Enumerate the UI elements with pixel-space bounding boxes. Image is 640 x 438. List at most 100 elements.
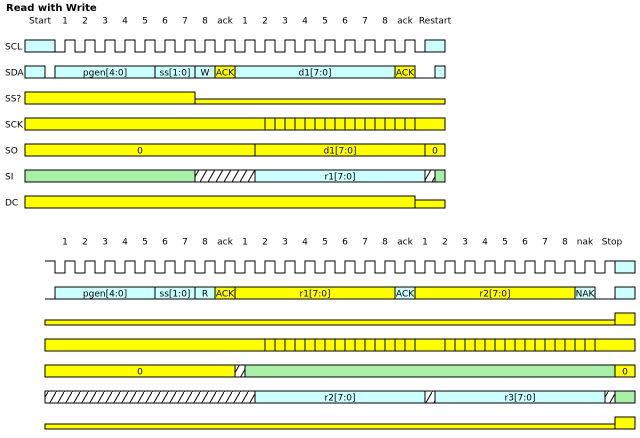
segment-label: r2[7:0] [480,290,511,300]
bit-label: 1 [242,17,248,27]
bit-label: Start [29,17,51,27]
bit-label: 7 [182,238,188,248]
segment-label: 0 [432,147,438,157]
bit-label: 4 [302,17,308,27]
signal-segment [244,364,616,378]
segment-label: r1[7:0] [325,173,356,183]
signal-name: SO [5,147,18,157]
bit-label: 2 [262,238,268,248]
bit-label: 2 [262,17,268,27]
segment-label: d1[7:0] [324,147,357,157]
bit-label: 2 [82,17,88,27]
waveform [25,117,445,131]
signal-segment [424,39,446,53]
bit-label: 6 [342,238,348,248]
segment-label: ACK [216,69,235,79]
signal-segment [614,390,636,404]
bit-label: 8 [382,17,388,27]
bit-label: 7 [182,17,188,27]
bit-label: 6 [162,238,168,248]
bit-label: 4 [122,17,128,27]
segment-label: r3[7:0] [505,394,536,404]
bit-label: 8 [562,238,568,248]
bit-label: ack [217,238,233,248]
signal-segment [234,364,246,378]
bit-label: 4 [302,238,308,248]
bit-label: 2 [82,238,88,248]
signal-segment [24,39,56,53]
signal-segment [604,390,616,404]
bit-label: ack [217,17,233,27]
signal-segment [614,312,636,326]
bit-label: 7 [362,238,368,248]
signal-segment [194,98,446,105]
bit-label: 3 [282,17,288,27]
signal-name: SDA [5,69,24,79]
segment-label: r2[7:0] [325,394,356,404]
bit-label: 5 [322,238,328,248]
segment-label: ss[1:0] [160,69,191,79]
bit-label: 5 [322,17,328,27]
bit-label: 4 [482,238,488,248]
signal-segment [614,260,636,274]
bit-label: 1 [62,17,68,27]
signal-segment [394,65,416,79]
waveform [45,338,635,352]
bit-label: 5 [502,238,508,248]
bit-label: 7 [542,238,548,248]
bit-label: 1 [242,238,248,248]
bit-label: 8 [202,17,208,27]
segment-label: W [201,69,210,79]
signal-name: SCL [5,43,22,53]
signal-segment [414,199,446,209]
signal-segment [614,364,636,378]
signal-segment [434,169,446,183]
bit-label: 7 [362,17,368,27]
bit-label: Restart [419,17,452,27]
signal-segment [44,390,256,404]
signal-segment [24,195,416,209]
segment-label: 0 [622,368,628,378]
signal-segment [44,319,616,326]
signal-name: SI [5,173,13,183]
signal-segment [44,338,636,352]
bit-label: 6 [522,238,528,248]
bit-label: ack [397,238,413,248]
segment-label: ACK [396,69,415,79]
signal-segment [24,65,46,79]
bit-label: 3 [102,17,108,27]
bit-label: 1 [422,238,428,248]
bit-label: 6 [342,17,348,27]
signal-segment [614,416,636,430]
signal-segment [24,117,446,131]
segment-label: ACK [216,290,235,300]
bit-label: 8 [382,238,388,248]
segment-label: NAK [576,290,596,300]
signal-segment [24,169,196,183]
segment-label: ACK [396,290,415,300]
bit-label: ack [397,17,413,27]
signal-segment [194,169,256,183]
bit-label: 3 [462,238,468,248]
segment-label: ss[1:0] [160,290,191,300]
bit-label: nak [577,238,594,248]
segment-label: pgen[4:0] [83,290,127,300]
segment-label: r1[7:0] [300,290,331,300]
signal-segment [44,423,616,430]
signal-segment [614,286,636,300]
bit-label: 3 [282,238,288,248]
signal-segment [574,286,596,300]
bit-label: 2 [442,238,448,248]
bit-label: Stop [602,238,623,248]
title: Read with Write [6,3,97,14]
bit-label: 8 [202,238,208,248]
bit-label: 1 [62,238,68,248]
signal-name: SCK [5,121,24,131]
bit-label: 3 [102,238,108,248]
segment-label: R [202,290,208,300]
bit-label: 6 [162,17,168,27]
signal-segment [424,390,436,404]
bit-label: 5 [142,238,148,248]
signal-segment [434,65,446,79]
